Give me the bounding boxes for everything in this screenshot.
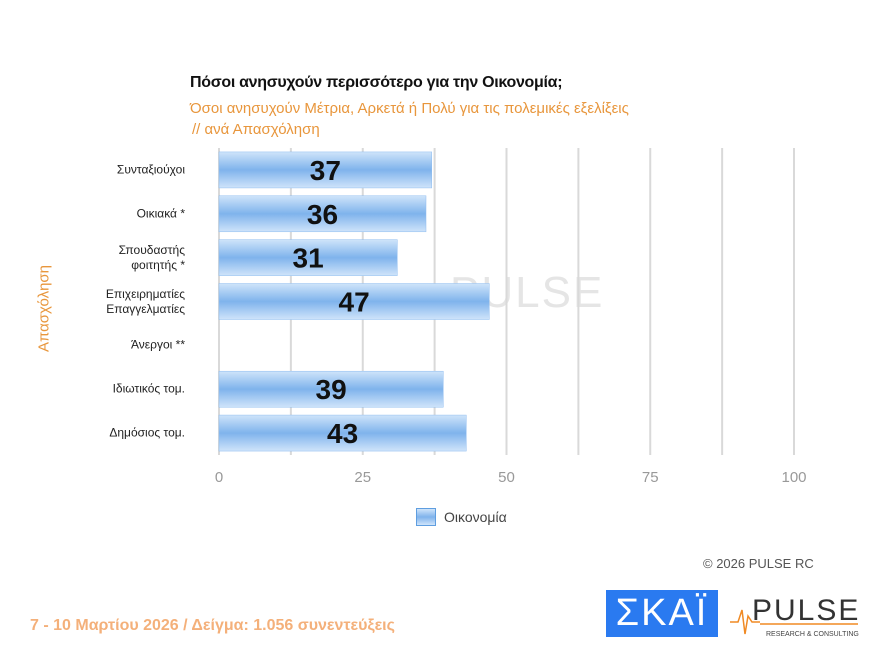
legend: Οικονομία <box>416 508 507 526</box>
chart-subtitle-2: // ανά Απασχόληση <box>192 121 320 138</box>
legend-swatch <box>416 508 436 526</box>
category-label: Συνταξιούχοι <box>117 162 185 177</box>
bar <box>218 151 432 189</box>
data-label: 39 <box>316 374 347 405</box>
category-label-line: Δημόσιος τομ. <box>109 425 185 440</box>
chart-subtitle: Όσοι ανησυχούν Μέτρια, Αρκετά ή Πολύ για… <box>190 100 629 117</box>
bar <box>218 414 467 452</box>
copyright: © 2026 PULSE RC <box>703 556 814 571</box>
data-label: 43 <box>327 418 358 449</box>
data-label: 36 <box>307 199 338 230</box>
category-label: Οικιακά * <box>137 206 185 221</box>
skai-logo: ΣΚΑΪ <box>606 590 718 637</box>
category-label-line: φοιτητής * <box>131 257 185 272</box>
bar <box>218 370 444 408</box>
category-label-line: Επιχειρηματίες <box>105 286 185 301</box>
data-label: 37 <box>310 155 341 186</box>
data-label: 47 <box>339 287 370 318</box>
category-label: Δημόσιος τομ. <box>109 426 185 441</box>
category-label-line: Συνταξιούχοι <box>116 162 185 177</box>
category-label-line: Οικιακά * <box>136 206 185 221</box>
category-label-line: Άνεργοι ** <box>131 337 185 352</box>
plot-area: 0 25 50 75 100 37 36 31 47 39 43 <box>215 148 807 486</box>
category-label-line: Επαγγελματίες <box>106 301 185 316</box>
pulse-logo-sub: RESEARCH & CONSULTING <box>766 631 859 638</box>
x-tick-label: 75 <box>642 469 659 486</box>
x-tick-label: 50 <box>498 469 515 486</box>
x-tick-label: 0 <box>215 469 223 486</box>
category-label-line: Ιδιωτικός τομ. <box>112 381 185 396</box>
legend-label: Οικονομία <box>444 509 507 525</box>
fieldwork-dates: 7 - 10 Μαρτίου 2026 / Δείγμα: 1.056 συνε… <box>30 617 395 634</box>
category-label: Άνεργοι ** <box>131 338 185 353</box>
category-label: Σπουδαστής φοιτητής * <box>119 243 185 273</box>
category-label: Επιχειρηματίες Επαγγελματίες <box>106 287 185 317</box>
x-tick-label: 100 <box>781 469 806 486</box>
data-label: 31 <box>293 243 324 274</box>
bar <box>218 239 398 276</box>
bar <box>218 283 490 320</box>
category-label-line: Σπουδαστής <box>118 242 185 257</box>
bar <box>218 195 427 233</box>
x-tick-label: 25 <box>354 469 371 486</box>
chart-title: Πόσοι ανησυχούν περισσότερο για την Οικο… <box>190 74 563 91</box>
pulse-logo: PULSE RESEARCH & CONSULTING <box>730 594 860 638</box>
category-label: Ιδιωτικός τομ. <box>113 382 185 397</box>
pulse-logo-text: PULSE <box>752 594 860 627</box>
